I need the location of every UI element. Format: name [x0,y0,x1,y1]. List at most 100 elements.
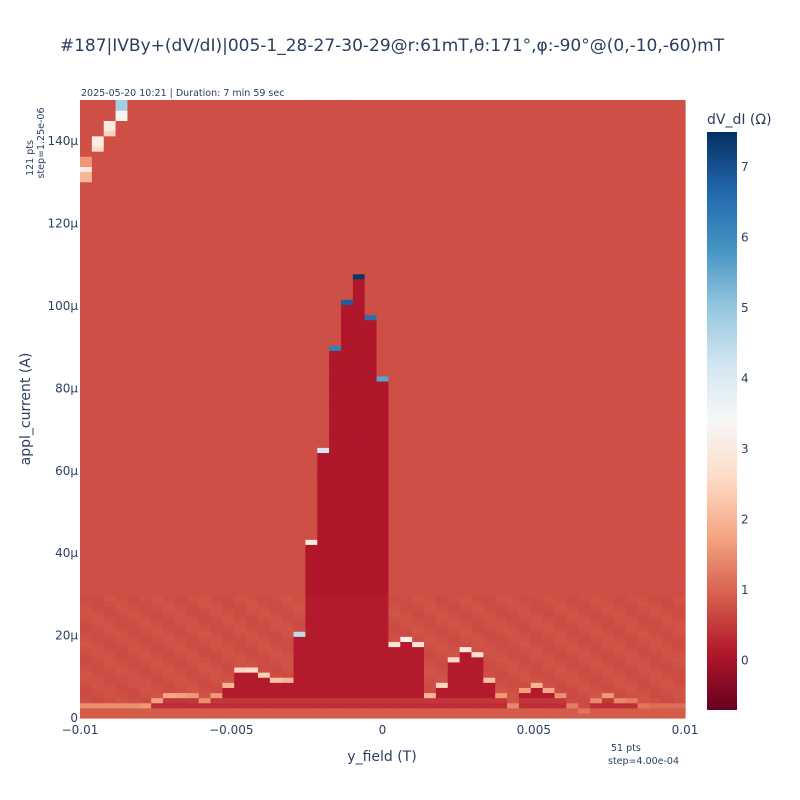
heatmap-cell [222,437,235,443]
heatmap-cell [400,334,413,341]
heatmap-cell [127,620,140,627]
heatmap-cell [210,197,223,203]
heatmap-cell [483,232,496,239]
heatmap-cell [269,503,283,510]
heatmap-cell [495,186,508,193]
heatmap-cell [388,370,401,377]
heatmap-cell [115,442,129,448]
heatmap-cell [388,687,401,694]
heatmap-cell [566,585,579,591]
heatmap-cell [91,350,105,356]
heatmap-cell [483,191,496,198]
heatmap-cell [518,171,532,178]
heatmap-cell [364,631,378,637]
heatmap-cell [139,549,152,556]
heatmap-cell [198,595,212,602]
heatmap-cell [530,580,544,586]
heatmap-cell [340,421,354,428]
heatmap-cell [80,268,93,275]
heatmap-cell [400,493,413,499]
heatmap-cell [435,692,449,699]
heatmap-cell [151,186,164,193]
heatmap-cell [317,345,330,351]
heatmap-cell [198,626,212,632]
heatmap-cell [198,421,212,428]
heatmap-cell [293,243,306,249]
heatmap-cell [352,105,366,111]
heatmap-cell [151,620,164,627]
heatmap-cell [80,559,93,566]
heatmap-cell [317,529,330,535]
heatmap-cell [447,426,461,433]
heatmap-cell [293,391,306,397]
heatmap-cell [281,585,295,591]
heatmap-cell [495,605,508,612]
heatmap-cell [210,508,223,515]
heatmap-cell [376,590,390,597]
heatmap-cell [281,513,295,520]
heatmap-cell [186,360,200,367]
heatmap-cell [412,580,425,586]
heatmap-cell [257,166,271,173]
heatmap-cell [435,610,449,617]
heatmap-cell [400,626,413,632]
heatmap-cell [400,666,413,673]
heatmap-cell [340,707,354,714]
heatmap-cell [317,554,330,561]
heatmap-cell [495,508,508,515]
heatmap-cell [281,288,295,295]
heatmap-cell [186,498,200,505]
heatmap-cell [91,513,105,520]
heatmap-cell [530,406,544,413]
heatmap-cell [495,712,508,719]
heatmap-cell [530,186,544,193]
heatmap-cell [424,350,437,356]
heatmap-cell [281,365,295,372]
heatmap-cell [542,626,556,632]
heatmap-cell [471,130,484,137]
heatmap-cell [163,467,176,474]
heatmap-cell [459,406,473,413]
heatmap-cell [305,610,318,617]
heatmap-cell [91,258,105,265]
heatmap-cell [329,483,342,489]
heatmap-cell [388,488,401,494]
heatmap-cell [483,437,496,443]
heatmap-cell [424,503,437,510]
heatmap-cell [317,396,330,402]
heatmap-cell [376,569,390,576]
heatmap-cell [340,304,354,311]
heatmap-cell [151,145,164,152]
heatmap-cell [198,309,212,316]
heatmap-cell [234,232,247,239]
heatmap-cell [103,309,117,316]
heatmap-cell [115,488,129,494]
heatmap-cell [305,329,318,336]
heatmap-cell [305,477,318,484]
heatmap-cell [507,396,520,402]
heatmap-cells[interactable] [80,100,686,719]
heatmap-cell [340,549,354,556]
heatmap-cell [103,176,117,183]
heatmap-cell [340,488,354,494]
heatmap-cell [412,549,425,556]
heatmap-cell [518,370,532,377]
heatmap-cell [495,615,508,622]
heatmap-cell [293,661,306,668]
heatmap-cell [412,110,425,116]
heatmap-cell [542,554,556,561]
heatmap-cell [174,626,188,632]
heatmap-cell [340,171,354,178]
heatmap-cell [127,156,140,162]
heatmap-cell [424,707,437,714]
heatmap-cell [246,467,259,474]
heatmap-cell [554,416,567,423]
heatmap-cell [257,375,271,382]
heatmap-cell [115,426,129,433]
heatmap-cell [281,677,295,683]
heatmap-cell [424,263,437,270]
heatmap-cell [91,554,105,561]
heatmap-cell [376,493,390,499]
heatmap-cell [352,100,366,106]
heatmap-cell [127,324,140,331]
